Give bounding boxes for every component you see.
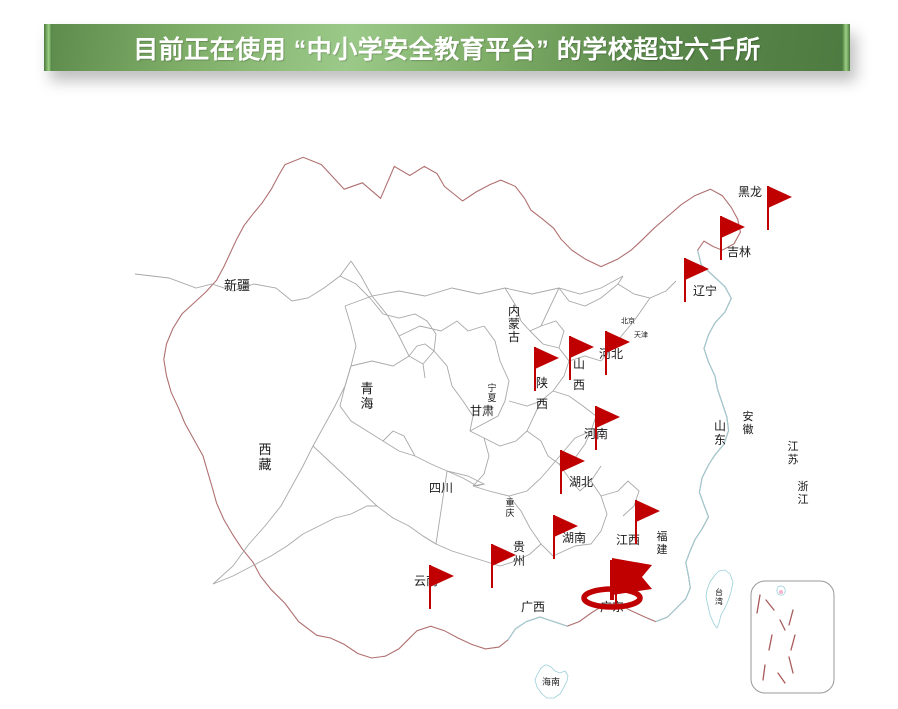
svg-text:青海: 青海 <box>360 381 373 411</box>
svg-text:山东: 山东 <box>714 419 726 447</box>
svg-text:内蒙古: 内蒙古 <box>508 304 520 344</box>
svg-text:辽宁: 辽宁 <box>693 283 717 298</box>
svg-text:安徽: 安徽 <box>743 409 754 436</box>
svg-text:湖南: 湖南 <box>562 530 586 545</box>
svg-text:海南: 海南 <box>542 676 560 687</box>
svg-text:贵州: 贵州 <box>513 540 525 568</box>
svg-text:甘肃: 甘肃 <box>470 404 494 418</box>
svg-text:湖北: 湖北 <box>569 474 593 489</box>
svg-text:广西: 广西 <box>521 600 545 614</box>
svg-text:台湾: 台湾 <box>715 587 723 606</box>
svg-text:黑龙: 黑龙 <box>738 185 762 199</box>
svg-text:吉林: 吉林 <box>727 245 751 259</box>
svg-text:四川: 四川 <box>429 481 453 495</box>
svg-text:福建: 福建 <box>657 529 668 556</box>
svg-text:新疆: 新疆 <box>224 278 250 293</box>
svg-text:重庆: 重庆 <box>505 497 514 518</box>
svg-text:西藏: 西藏 <box>258 442 271 472</box>
svg-text:北京: 北京 <box>621 316 635 325</box>
svg-text:宁夏: 宁夏 <box>487 382 496 403</box>
svg-text:浙江: 浙江 <box>798 480 809 506</box>
svg-text:江苏: 江苏 <box>788 440 799 466</box>
svg-text:天津: 天津 <box>634 331 648 339</box>
